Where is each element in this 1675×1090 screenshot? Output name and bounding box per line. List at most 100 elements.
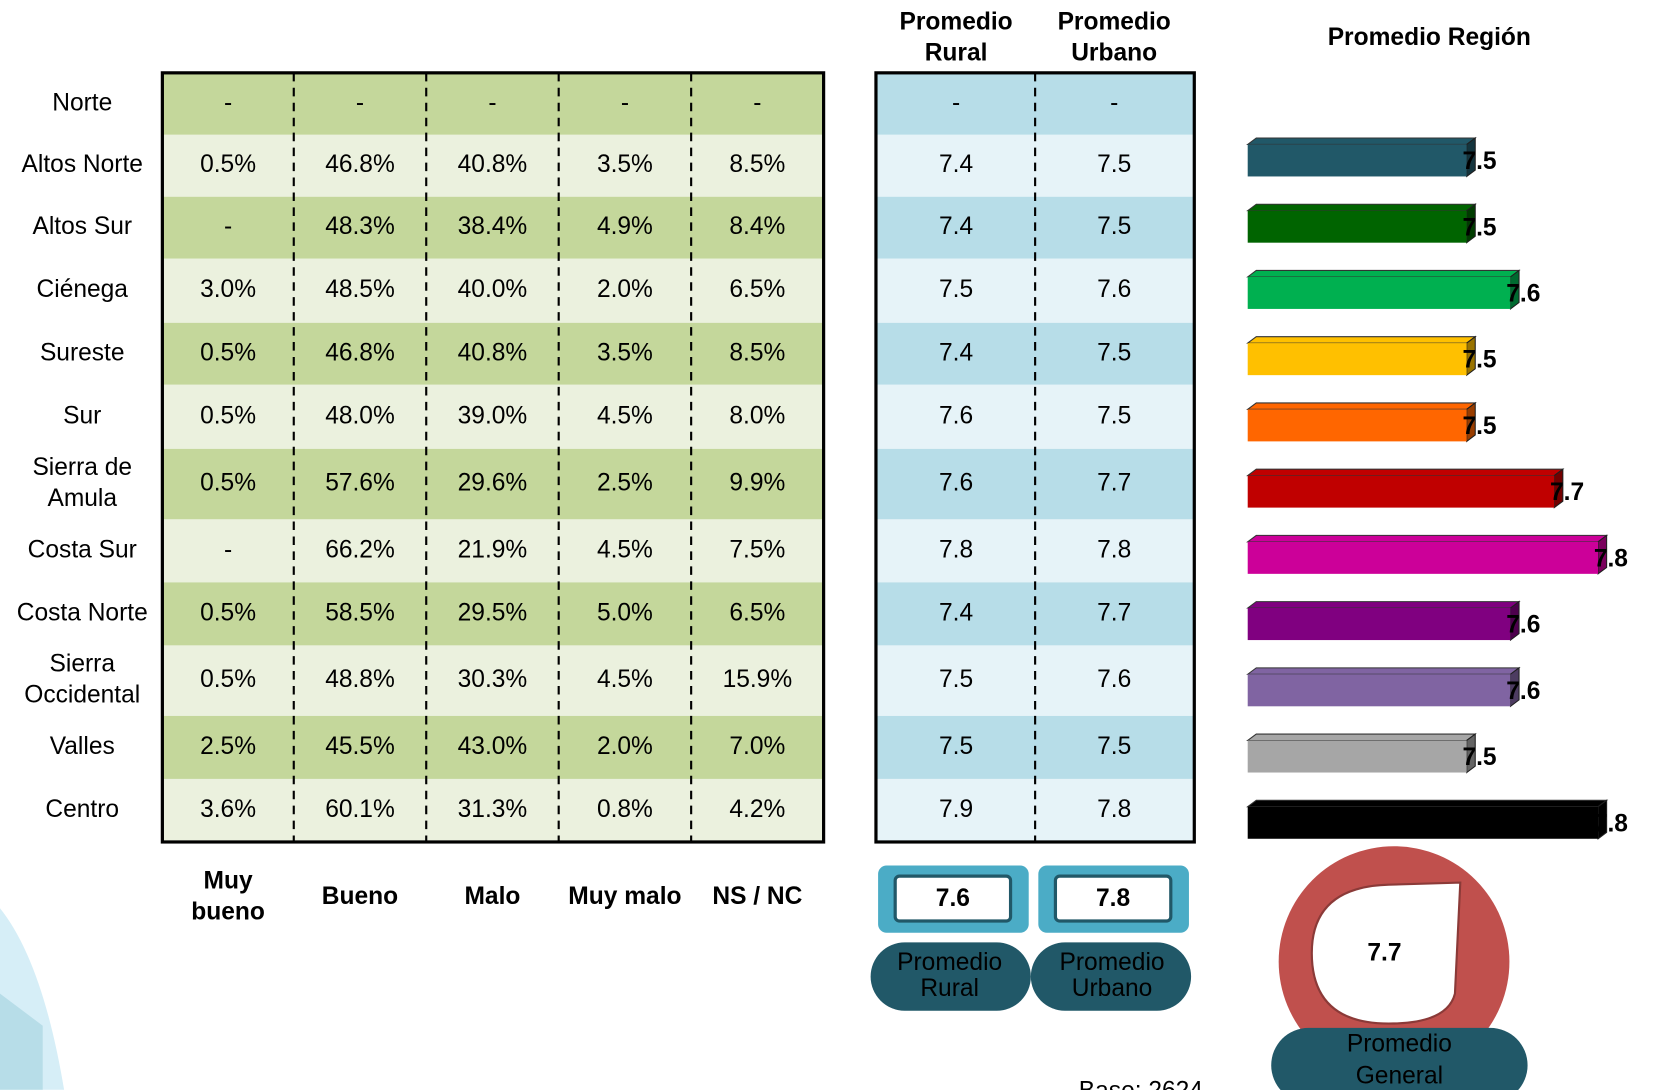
column-header: Bueno xyxy=(322,883,398,910)
row-bg xyxy=(162,448,824,520)
cell: 7.8 xyxy=(1097,796,1131,823)
row-label: Amula xyxy=(47,485,117,512)
row-label: Altos Sur xyxy=(32,213,132,240)
cell: 7.5 xyxy=(1097,402,1131,429)
cell: 46.8% xyxy=(325,339,395,366)
row-bg xyxy=(162,72,824,135)
cell: 7.4 xyxy=(939,213,973,240)
cell: - xyxy=(224,213,232,240)
cell: 6.5% xyxy=(729,599,785,626)
row-label: Occidental xyxy=(24,682,140,709)
bar-label: 7.5 xyxy=(1462,347,1496,374)
column-header: Muy malo xyxy=(568,883,681,910)
row-bg xyxy=(162,258,824,323)
bar xyxy=(1247,541,1599,574)
cell: 4.5% xyxy=(597,402,653,429)
cell: 57.6% xyxy=(325,470,395,497)
bar-top xyxy=(1246,468,1565,477)
cell: - xyxy=(1110,89,1118,116)
cell: 38.4% xyxy=(458,213,528,240)
summary-label: Urbano xyxy=(1072,975,1153,1002)
summary-pill xyxy=(870,942,1031,1011)
cell: 31.3% xyxy=(458,796,528,823)
cell: 7.6 xyxy=(1097,666,1131,693)
cell: 58.5% xyxy=(325,599,395,626)
cell: 60.1% xyxy=(325,796,395,823)
cell: 7.4 xyxy=(939,339,973,366)
bar-label: 7.7 xyxy=(1550,479,1584,506)
bar-top xyxy=(1246,799,1609,808)
summary-pill xyxy=(1030,942,1192,1011)
cell: 48.3% xyxy=(325,213,395,240)
cell: 48.0% xyxy=(325,402,395,429)
cell: 7.8 xyxy=(939,536,973,563)
column-header: Promedio xyxy=(1058,9,1171,36)
bar xyxy=(1247,409,1467,442)
bar-top xyxy=(1246,667,1521,675)
table-border xyxy=(874,71,1196,844)
cell: 7.6 xyxy=(939,402,973,429)
cell: 0.8% xyxy=(597,796,653,823)
general-label: Promedio xyxy=(1347,1030,1452,1057)
cell: 3.5% xyxy=(597,339,653,366)
bar-top xyxy=(1246,733,1477,742)
cell: 3.6% xyxy=(200,796,256,823)
row-bg xyxy=(162,645,824,716)
cell: 7.6 xyxy=(1097,276,1131,303)
cell: 48.5% xyxy=(325,276,395,303)
cell: 40.8% xyxy=(458,151,528,178)
chart-title: Promedio Región xyxy=(1328,24,1531,51)
cell: 8.4% xyxy=(729,213,785,240)
cell: 7.7 xyxy=(1097,599,1131,626)
cell: 43.0% xyxy=(458,733,528,760)
cell: 7.0% xyxy=(729,733,785,760)
cell: 7.5 xyxy=(939,733,973,760)
cell: 8.5% xyxy=(729,339,785,366)
bar xyxy=(1247,674,1511,707)
row-label: Norte xyxy=(52,89,112,116)
row-bg xyxy=(162,196,824,259)
cell: 29.6% xyxy=(458,470,528,497)
bar xyxy=(1247,343,1467,376)
summary-inner xyxy=(893,874,1013,923)
cell: 7.5 xyxy=(1097,151,1131,178)
general-inner xyxy=(1310,881,1462,1025)
cell: 4.9% xyxy=(597,213,653,240)
column-header: Urbano xyxy=(1071,40,1157,67)
bar-label: 7.5 xyxy=(1462,744,1496,771)
cell: 0.5% xyxy=(200,470,256,497)
bar-top xyxy=(1246,137,1477,145)
bar xyxy=(1247,740,1467,773)
cell: 7.8 xyxy=(1097,536,1131,563)
cell: 0.5% xyxy=(200,402,256,429)
cell: - xyxy=(224,89,232,116)
row-bg xyxy=(162,582,824,646)
cell: 39.0% xyxy=(458,402,528,429)
column-header: Muy xyxy=(204,868,253,895)
bar-label: 7.6 xyxy=(1506,612,1540,639)
column-header: bueno xyxy=(191,898,265,925)
cell: 7.7 xyxy=(1097,470,1131,497)
cell: 4.5% xyxy=(597,536,653,563)
bar-top xyxy=(1246,269,1521,278)
general-pill xyxy=(1271,1027,1528,1090)
cell: - xyxy=(488,89,496,116)
cell: 7.5 xyxy=(1097,733,1131,760)
cell: 9.9% xyxy=(729,470,785,497)
row-bg xyxy=(162,519,824,583)
cell: 66.2% xyxy=(325,536,395,563)
row-label: Sierra xyxy=(50,651,116,678)
cell: - xyxy=(753,89,761,116)
cell: 8.0% xyxy=(729,402,785,429)
cell: 4.2% xyxy=(729,796,785,823)
column-header: Rural xyxy=(925,40,988,67)
cell: 46.8% xyxy=(325,151,395,178)
summary-value: 7.6 xyxy=(936,885,970,912)
table-border xyxy=(160,71,826,844)
cell: 3.5% xyxy=(597,151,653,178)
cell: 45.5% xyxy=(325,733,395,760)
cell: 30.3% xyxy=(458,666,528,693)
cell: 2.0% xyxy=(597,276,653,303)
bar xyxy=(1247,608,1511,641)
